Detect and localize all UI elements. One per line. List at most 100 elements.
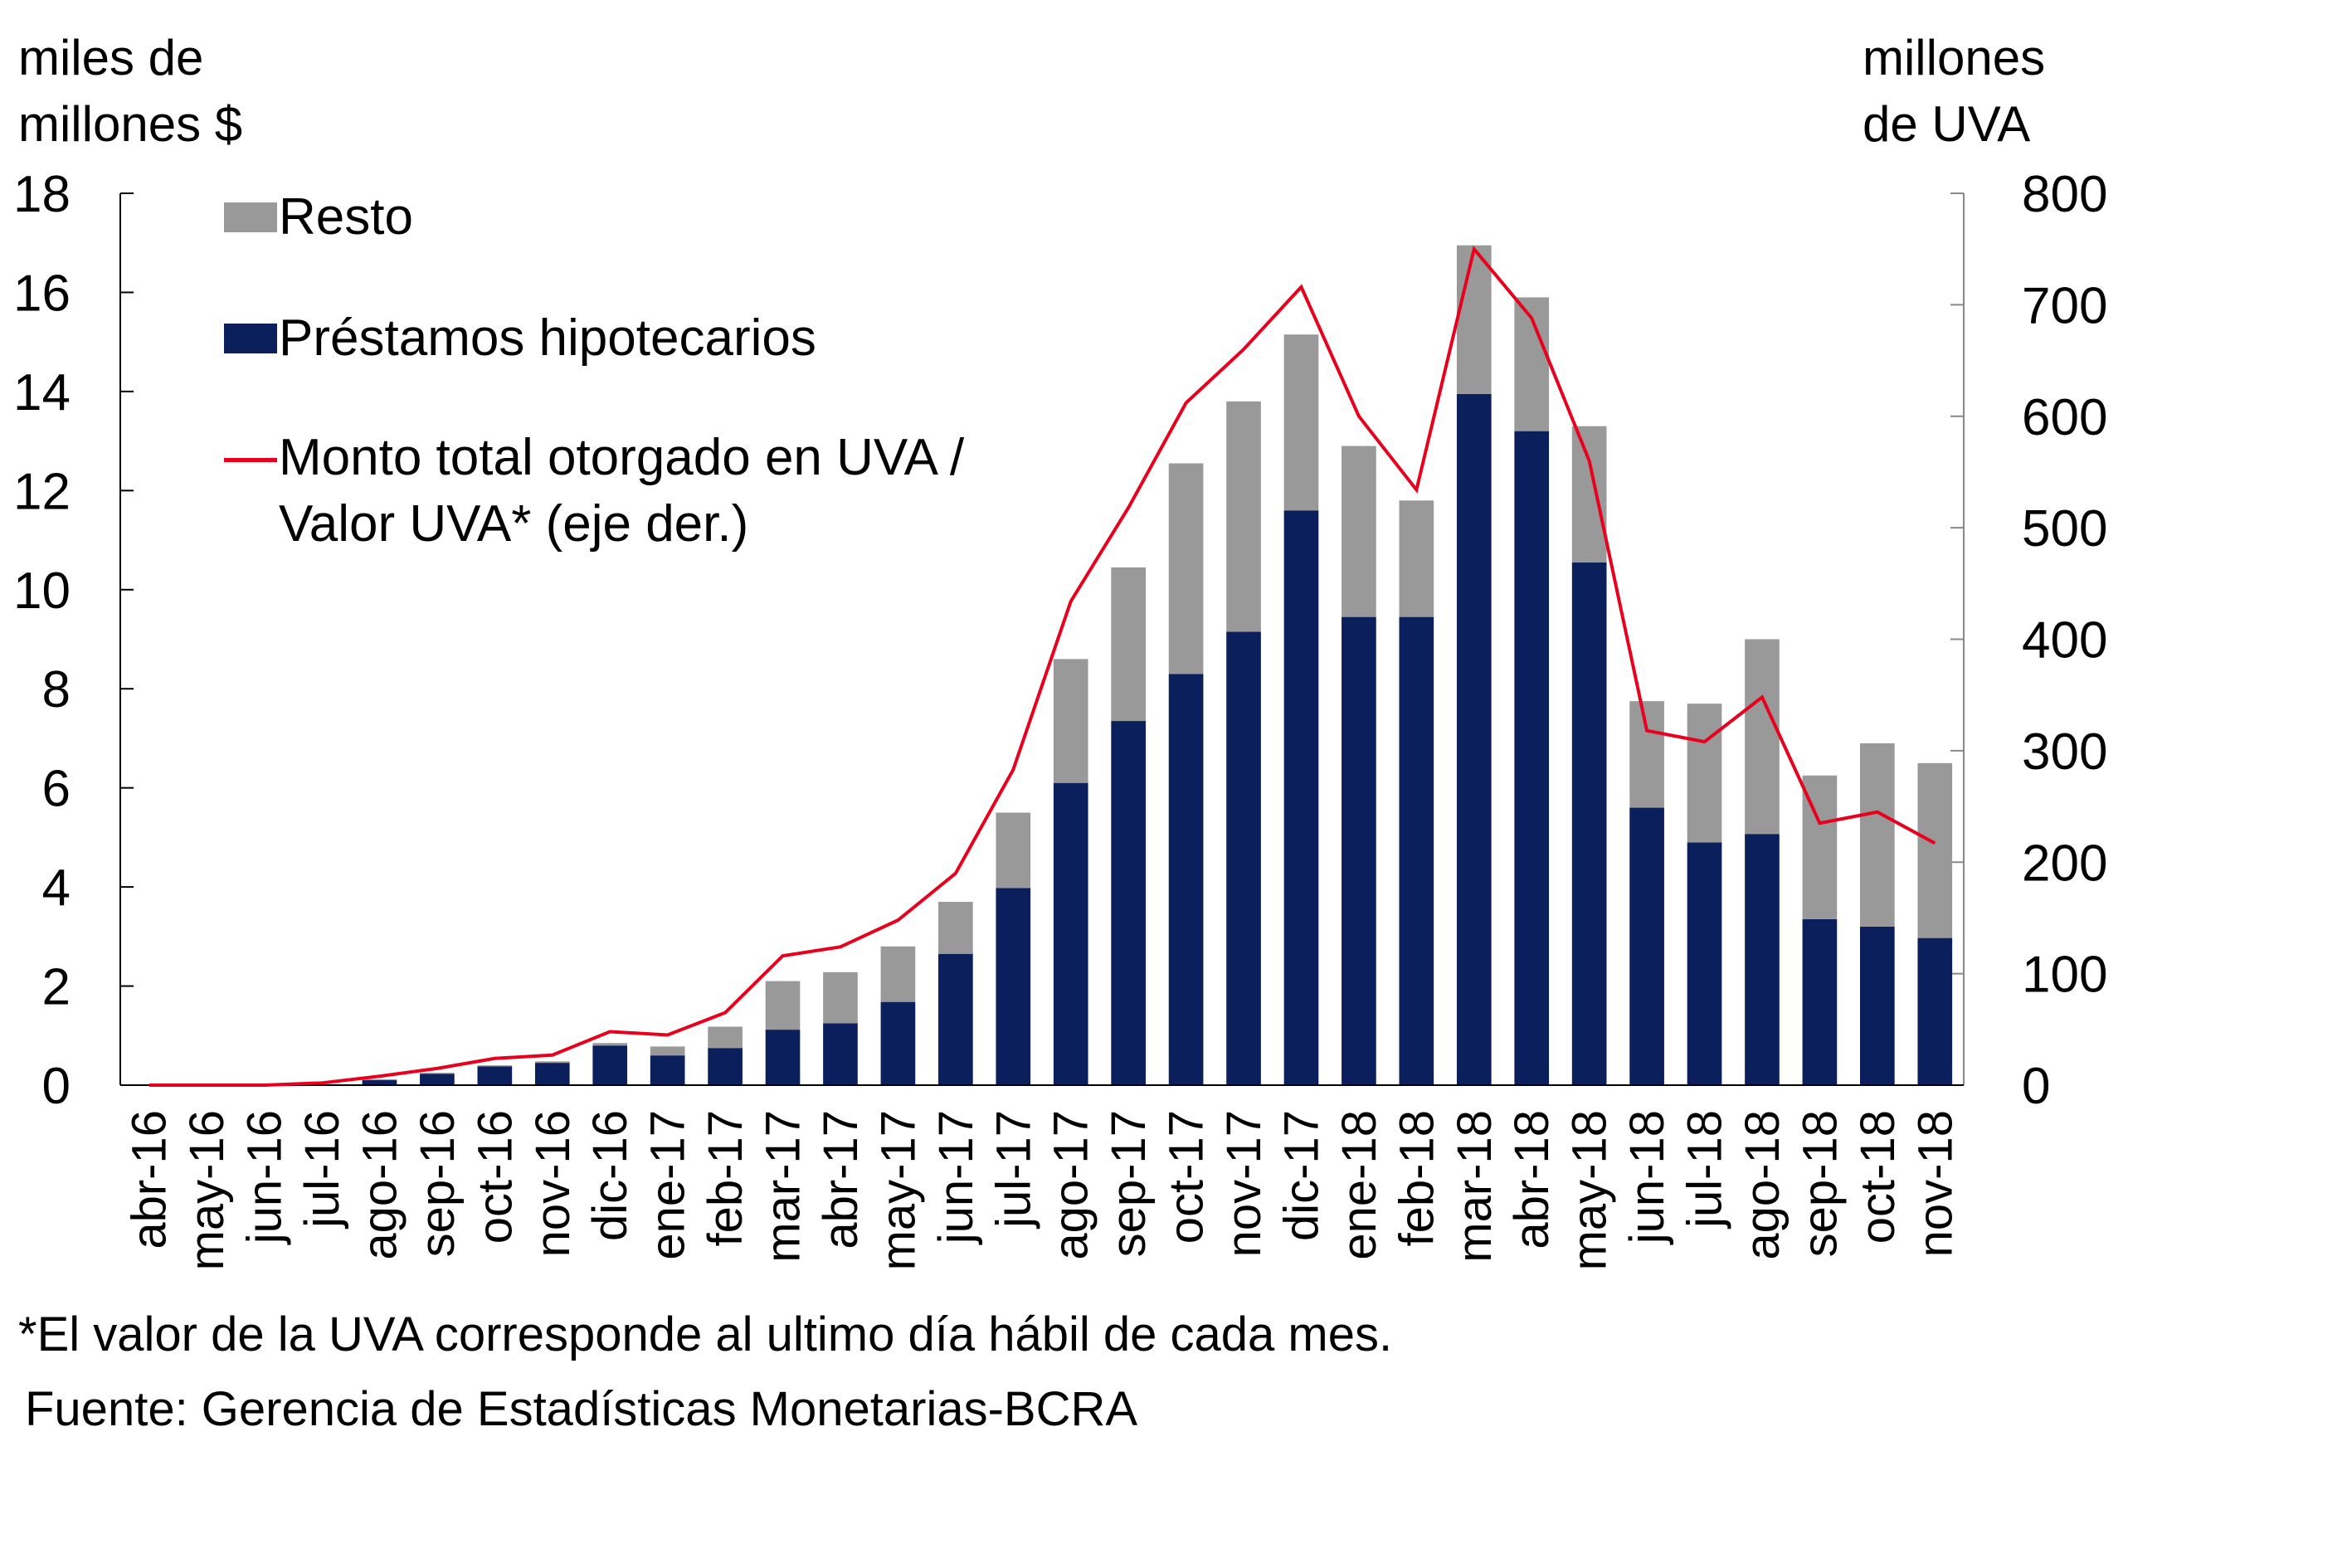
x-tick-label: nov-18: [1908, 1110, 1962, 1257]
left-y-tick-label: 10: [13, 562, 71, 620]
right-axis-title-line2: de UVA: [1863, 96, 2031, 152]
bar-hipotecarios: [1111, 721, 1146, 1085]
bar-hipotecarios: [1514, 431, 1550, 1085]
x-tick-label: ago-18: [1736, 1110, 1790, 1260]
x-tick-label: abr-16: [123, 1110, 177, 1249]
bar-hipotecarios: [1860, 926, 1895, 1085]
bar-hipotecarios: [1456, 393, 1492, 1085]
x-tick-label: oct-16: [468, 1110, 522, 1244]
bar-resto: [1226, 401, 1261, 632]
right-y-tick-label: 400: [2022, 612, 2107, 670]
x-tick-label: nov-17: [1217, 1110, 1271, 1257]
x-tick-label: jun-16: [238, 1110, 292, 1245]
right-y-tick-label: 200: [2022, 835, 2107, 892]
x-tick-label: jul-16: [295, 1110, 349, 1230]
legend-swatch-hipotecarios: [224, 324, 277, 353]
footnote-uva: *El valor de la UVA corresponde al ultim…: [18, 1307, 1393, 1361]
x-tick-label: ene-18: [1332, 1110, 1386, 1260]
right-y-tick-label: 100: [2022, 947, 2107, 1004]
bar-resto: [1168, 463, 1204, 674]
left-y-tick-label: 12: [13, 463, 71, 520]
line-monto-uva: [149, 245, 1936, 1087]
legend-label-hipotecarios: Préstamos hipotecarios: [279, 309, 816, 367]
right-y-tick-label: 800: [2022, 166, 2107, 223]
bar-resto: [1111, 567, 1146, 722]
right-y-tick-label: 500: [2022, 500, 2107, 558]
source-note: Fuente: Gerencia de Estadísticas Monetar…: [25, 1382, 1138, 1436]
x-tick-label: jul-18: [1678, 1110, 1732, 1230]
bar-hipotecarios: [1745, 834, 1780, 1085]
bar-hipotecarios: [996, 888, 1031, 1085]
bar-hipotecarios: [477, 1066, 513, 1085]
x-tick-label: nov-16: [526, 1110, 580, 1257]
x-tick-label: dic-17: [1274, 1110, 1328, 1241]
x-tick-label: mar-17: [757, 1110, 811, 1263]
legend-item-monto-uva: Monto total otorgado en UVA / Valor UVA*…: [224, 425, 964, 558]
legend-label-resto: Resto: [279, 188, 413, 246]
right-y-tick-label: 600: [2022, 389, 2107, 446]
bar-resto: [1917, 762, 1953, 938]
right-y-tick-label: 0: [2022, 1058, 2050, 1115]
left-y-tick-label: 6: [42, 761, 71, 818]
x-tick-label: feb-18: [1390, 1110, 1444, 1246]
x-tick-label: ene-17: [641, 1110, 695, 1260]
x-tick-label: feb-17: [699, 1110, 752, 1246]
x-tick-label: ago-16: [353, 1110, 407, 1260]
bar-resto: [362, 1079, 397, 1081]
bar-resto: [1283, 334, 1319, 511]
bar-resto: [938, 902, 973, 954]
x-tick-label: jun-17: [929, 1110, 983, 1245]
bar-resto: [1860, 743, 1895, 927]
left-y-tick-label: 14: [13, 364, 71, 421]
bar-hipotecarios: [1283, 510, 1319, 1085]
x-tick-label: abr-18: [1505, 1110, 1559, 1249]
x-tick-label: mar-18: [1448, 1110, 1502, 1263]
legend-label-monto-uva-line1: Monto total otorgado en UVA /: [279, 429, 965, 486]
right-axis-title: millones de UVA: [1863, 25, 2045, 158]
x-tick-label: sep-16: [411, 1110, 465, 1257]
bar-hipotecarios: [650, 1055, 685, 1085]
x-tick-label: sep-18: [1793, 1110, 1847, 1257]
bar-resto: [1053, 659, 1088, 783]
bar-resto: [1745, 639, 1780, 835]
bar-resto: [477, 1065, 513, 1067]
bar-hipotecarios: [362, 1080, 397, 1085]
x-tick-label: oct-17: [1160, 1110, 1214, 1244]
left-y-tick-label: 2: [42, 959, 71, 1016]
bar-hipotecarios: [938, 953, 973, 1085]
legend-item-hipotecarios: Préstamos hipotecarios: [224, 305, 816, 372]
left-y-tick-label: 8: [42, 661, 71, 718]
bar-hipotecarios: [823, 1023, 858, 1085]
x-tick-label: may-16: [180, 1110, 234, 1270]
x-tick-label: dic-16: [583, 1110, 637, 1241]
bar-hipotecarios: [1399, 616, 1434, 1085]
bar-resto: [592, 1043, 628, 1046]
bar-hipotecarios: [880, 1001, 916, 1085]
bar-hipotecarios: [1168, 674, 1204, 1085]
x-tick-label: jul-17: [986, 1110, 1040, 1230]
bar-hipotecarios: [1687, 842, 1722, 1085]
right-y-tick-label: 300: [2022, 723, 2107, 781]
bar-resto: [765, 981, 801, 1030]
left-axis-title: miles de millones $: [18, 25, 242, 158]
x-tick-label: abr-17: [814, 1110, 868, 1249]
bar-hipotecarios: [1571, 562, 1607, 1085]
bar-resto: [1399, 500, 1434, 617]
x-tick-label: may-17: [871, 1110, 925, 1270]
left-y-tick-label: 18: [13, 166, 71, 223]
legend-label-monto-uva-line2: Valor UVA* (eje der.): [279, 495, 749, 553]
bar-resto: [420, 1073, 455, 1074]
legend-item-resto: Resto: [224, 184, 413, 251]
bar-resto: [1687, 704, 1722, 843]
left-axis-title-line1: miles de: [18, 30, 204, 85]
bar-hipotecarios: [592, 1045, 628, 1085]
x-tick-label: oct-18: [1851, 1110, 1905, 1244]
bar-hipotecarios: [1802, 918, 1838, 1085]
bar-resto: [650, 1046, 685, 1056]
bar-hipotecarios: [1342, 616, 1376, 1085]
bar-hipotecarios: [765, 1030, 801, 1085]
bar-resto: [708, 1026, 743, 1049]
left-y-tick-label: 4: [42, 859, 71, 917]
bar-hipotecarios: [534, 1063, 570, 1085]
